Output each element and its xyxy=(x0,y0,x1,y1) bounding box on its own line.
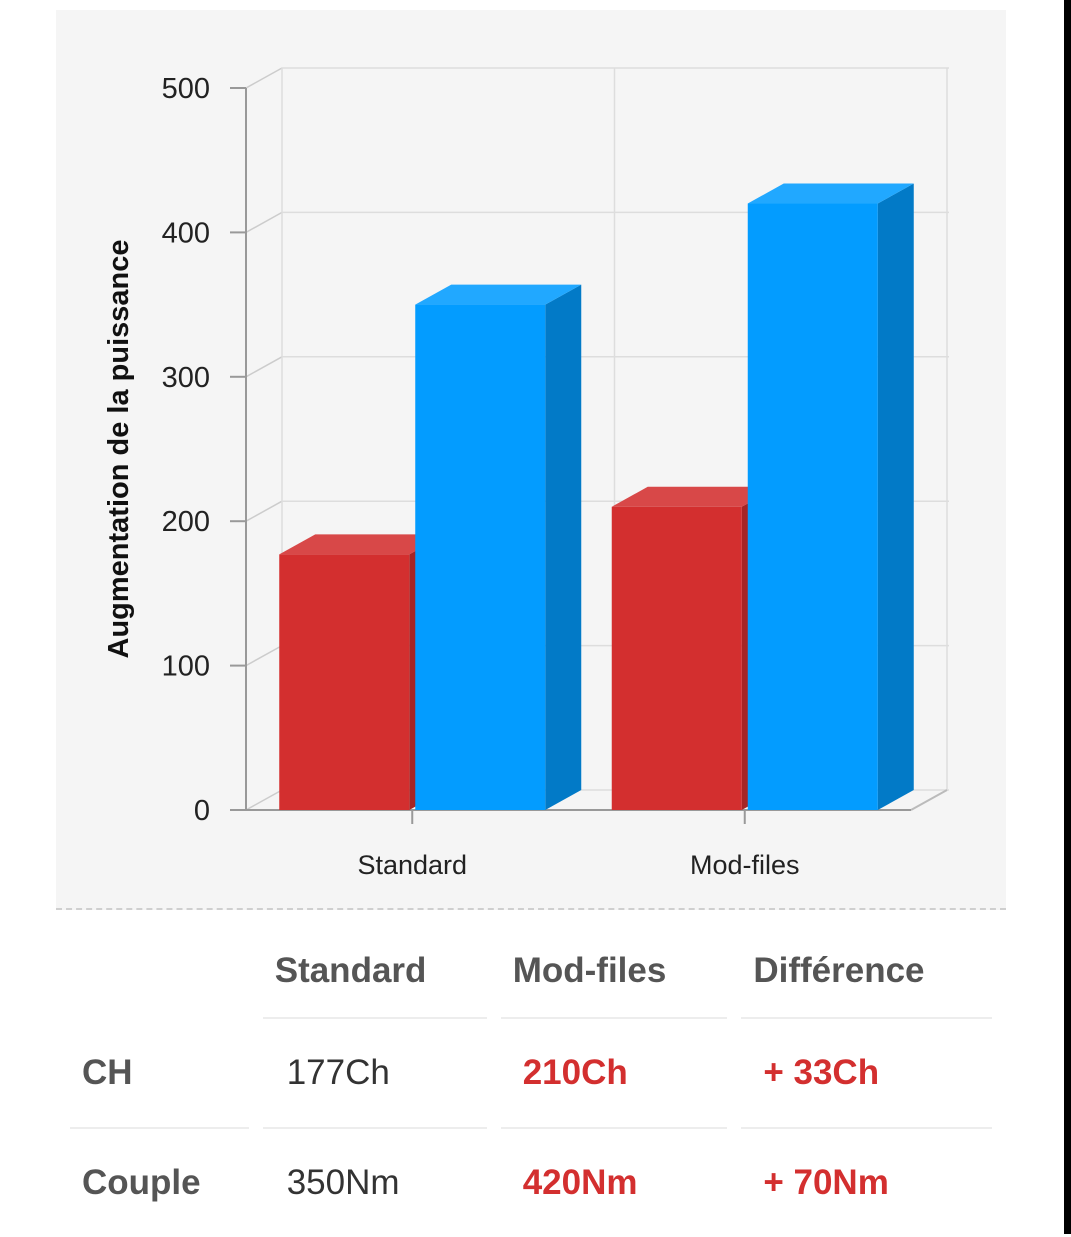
window-edge xyxy=(1064,0,1071,1234)
row-label-ch: CH xyxy=(70,1019,249,1129)
header-mod-files: Mod-files xyxy=(500,925,728,1019)
row-label-couple: Couple xyxy=(82,1163,201,1202)
bar-top xyxy=(747,183,914,204)
x-tick-label: Mod-files xyxy=(690,850,800,880)
cell-mod: 420Nm xyxy=(522,1163,638,1202)
table-row: Couple 350Nm 420Nm + 70Nm xyxy=(70,1129,992,1237)
bar-side xyxy=(877,183,914,810)
y-tick-label: 400 xyxy=(162,217,210,249)
gridline-side xyxy=(245,67,283,89)
gridline-side xyxy=(245,500,283,522)
bar xyxy=(611,506,742,810)
cell-standard: 177Ch xyxy=(262,1019,487,1129)
header-difference: Différence xyxy=(741,925,992,1019)
cell-difference: + 33Ch xyxy=(741,1019,992,1129)
header-blank xyxy=(70,925,249,1019)
y-tick-label: 500 xyxy=(162,73,210,105)
gridline-side xyxy=(245,644,283,667)
bar xyxy=(415,304,546,810)
floor-edge xyxy=(910,789,948,811)
y-tick-label: 300 xyxy=(162,362,210,394)
stats-table: Standard Mod-files Différence CH 177Ch 2… xyxy=(56,925,1006,1237)
cell-difference: + 70Nm xyxy=(763,1163,889,1202)
power-chart: 0 100 200 300 400 500 Standard Mod-files Augment… xyxy=(103,67,949,880)
table-header-row: Standard Mod-files Différence xyxy=(70,925,992,1019)
gridline-side xyxy=(245,789,283,811)
x-tick-label: Standard xyxy=(357,850,467,880)
bar-side xyxy=(545,284,582,811)
bar-top xyxy=(611,486,778,507)
bar-top xyxy=(415,284,582,305)
cell-mod: 210Ch xyxy=(500,1019,728,1129)
bar xyxy=(279,554,410,810)
bar-top xyxy=(279,534,446,555)
gridline-side xyxy=(245,211,283,234)
cell-standard: 350Nm xyxy=(286,1163,400,1202)
bar xyxy=(747,203,878,810)
y-tick-label: 200 xyxy=(162,506,210,538)
header-standard: Standard xyxy=(262,925,487,1019)
y-axis-title: Augmentation de la puissance xyxy=(103,240,135,659)
chart-panel: 0 100 200 300 400 500 Standard Mod-files Augment… xyxy=(56,10,1006,910)
table-row: CH 177Ch 210Ch + 33Ch xyxy=(70,1019,992,1129)
gridline-side xyxy=(245,356,283,378)
y-tick-label: 0 xyxy=(194,795,210,827)
y-tick-label: 100 xyxy=(162,651,210,683)
